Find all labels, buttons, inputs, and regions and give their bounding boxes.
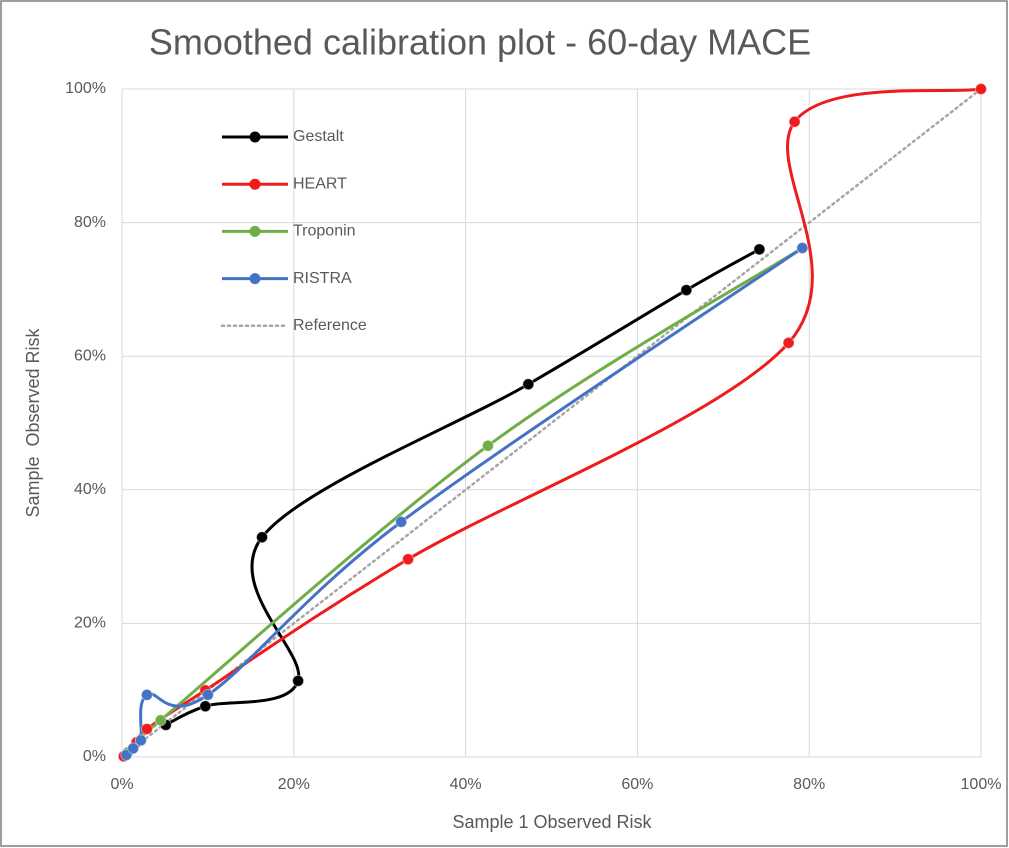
marker (402, 553, 415, 566)
marker (522, 378, 535, 391)
marker (154, 714, 167, 727)
y-tick-label: 40% (74, 481, 106, 498)
x-tick-label: 80% (793, 776, 825, 793)
marker (975, 83, 987, 95)
x-tick-label: 20% (278, 776, 310, 793)
y-tick-label: 0% (83, 748, 106, 765)
y-tick-label: 20% (74, 615, 106, 632)
series-line (120, 87, 983, 759)
chart-title: Smoothed calibration plot - 60-day MACE (149, 22, 811, 63)
marker (481, 439, 494, 452)
marker (127, 742, 140, 755)
marker (256, 531, 269, 544)
y-tick-label: 100% (65, 80, 106, 97)
legend-label: HEART (293, 175, 347, 192)
y-axis-title: Sample Observed Risk (23, 327, 43, 517)
legend-label: Reference (293, 317, 367, 334)
marker (140, 688, 153, 701)
x-tick-label: 40% (450, 776, 482, 793)
x-tick-label: 0% (110, 776, 133, 793)
x-axis-title: Sample 1 Observed Risk (452, 812, 652, 832)
marker (199, 700, 212, 713)
x-tick-label: 100% (961, 776, 1002, 793)
marker (395, 515, 408, 528)
legend-label: Gestalt (293, 128, 344, 145)
y-tick-label: 80% (74, 214, 106, 231)
x-tick-label: 60% (621, 776, 653, 793)
legend-marker (249, 178, 261, 190)
marker (292, 674, 305, 687)
marker (753, 243, 766, 256)
marker (782, 336, 795, 349)
series-line (165, 248, 761, 727)
marker (680, 284, 693, 297)
legend-label: Troponin (293, 223, 356, 240)
y-tick-label: 60% (74, 347, 106, 364)
marker (796, 241, 809, 254)
legend-label: RISTRA (293, 270, 352, 287)
marker (120, 748, 133, 761)
marker (201, 688, 214, 701)
marker (134, 734, 147, 747)
marker (788, 115, 801, 128)
legend-marker (249, 225, 261, 237)
marker (140, 722, 153, 735)
legend-marker (249, 273, 261, 285)
legend-marker (249, 131, 261, 143)
